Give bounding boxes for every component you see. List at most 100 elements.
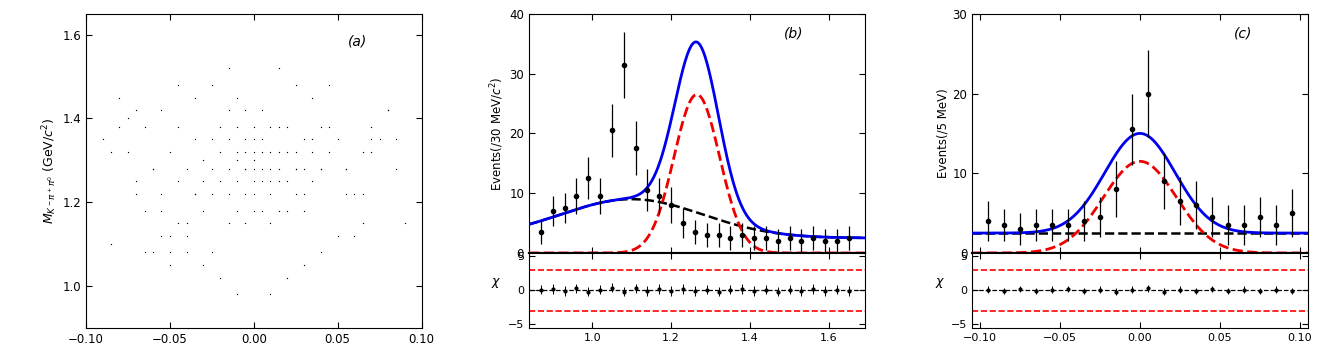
Point	[168, 82, 189, 88]
Point	[293, 262, 314, 268]
Point	[251, 149, 272, 155]
Point	[353, 149, 374, 155]
Point	[235, 166, 256, 171]
Point	[268, 166, 289, 171]
Point	[226, 95, 247, 100]
Point	[218, 220, 239, 226]
Point	[285, 82, 306, 88]
Point	[210, 275, 231, 280]
Point	[118, 116, 139, 121]
Point	[353, 191, 374, 197]
Text: (c): (c)	[1234, 27, 1252, 41]
Point	[218, 107, 239, 113]
Point	[100, 241, 122, 247]
Point	[193, 178, 214, 184]
Y-axis label: $\chi$: $\chi$	[491, 276, 502, 290]
Point	[218, 66, 239, 71]
Point	[160, 250, 181, 255]
Point	[133, 250, 155, 255]
Point	[218, 166, 239, 171]
Point	[210, 124, 231, 130]
Point	[160, 233, 181, 238]
Point	[343, 233, 365, 238]
Point	[328, 137, 349, 142]
Point	[226, 124, 247, 130]
Point	[235, 220, 256, 226]
Point	[243, 158, 264, 163]
Point	[260, 220, 281, 226]
Point	[328, 233, 349, 238]
Point	[243, 137, 264, 142]
Text: (a): (a)	[347, 34, 367, 48]
Point	[394, 220, 415, 226]
Point	[276, 178, 297, 184]
Point	[386, 166, 407, 171]
Point	[361, 149, 382, 155]
Point	[168, 178, 189, 184]
Point	[276, 275, 297, 280]
Point	[318, 124, 339, 130]
Point	[336, 166, 357, 171]
Point	[268, 178, 289, 184]
Point	[118, 149, 139, 155]
Point	[108, 124, 129, 130]
Point	[125, 191, 147, 197]
Point	[151, 233, 172, 238]
Point	[285, 166, 306, 171]
Point	[185, 191, 206, 197]
Point	[193, 208, 214, 213]
Point	[243, 178, 264, 184]
Point	[151, 191, 172, 197]
Point	[243, 124, 264, 130]
Point	[235, 137, 256, 142]
Point	[108, 95, 129, 100]
Point	[226, 208, 247, 213]
Point	[176, 233, 197, 238]
Point	[268, 66, 289, 71]
Point	[361, 137, 382, 142]
Point	[251, 137, 272, 142]
Point	[243, 191, 264, 197]
Point	[251, 208, 272, 213]
Y-axis label: Events(/30 MeV/$c^2$): Events(/30 MeV/$c^2$)	[489, 76, 506, 191]
Point	[160, 149, 181, 155]
Point	[100, 149, 122, 155]
Point	[293, 191, 314, 197]
Point	[226, 178, 247, 184]
Point	[201, 137, 222, 142]
Point	[151, 208, 172, 213]
Point	[193, 158, 214, 163]
Point	[318, 149, 339, 155]
Point	[285, 191, 306, 197]
Point	[201, 82, 222, 88]
Point	[125, 178, 147, 184]
Y-axis label: $\chi$: $\chi$	[934, 276, 945, 290]
Point	[268, 208, 289, 213]
Point	[201, 250, 222, 255]
Point	[125, 107, 147, 113]
Point	[143, 166, 164, 171]
Point	[251, 178, 272, 184]
Point	[303, 149, 324, 155]
Point	[260, 149, 281, 155]
Point	[168, 124, 189, 130]
Point	[285, 149, 306, 155]
Point	[303, 95, 324, 100]
Point	[226, 149, 247, 155]
Point	[176, 220, 197, 226]
Point	[243, 208, 264, 213]
Point	[193, 262, 214, 268]
Point	[318, 82, 339, 88]
Point	[369, 137, 390, 142]
Point	[210, 149, 231, 155]
Y-axis label: Events(/5 MeV): Events(/5 MeV)	[937, 89, 950, 178]
Point	[260, 292, 281, 297]
Point	[268, 124, 289, 130]
Point	[143, 166, 164, 171]
Point	[386, 137, 407, 142]
Point	[293, 166, 314, 171]
Point	[235, 107, 256, 113]
Point	[251, 107, 272, 113]
Point	[260, 178, 281, 184]
Point	[243, 166, 264, 171]
